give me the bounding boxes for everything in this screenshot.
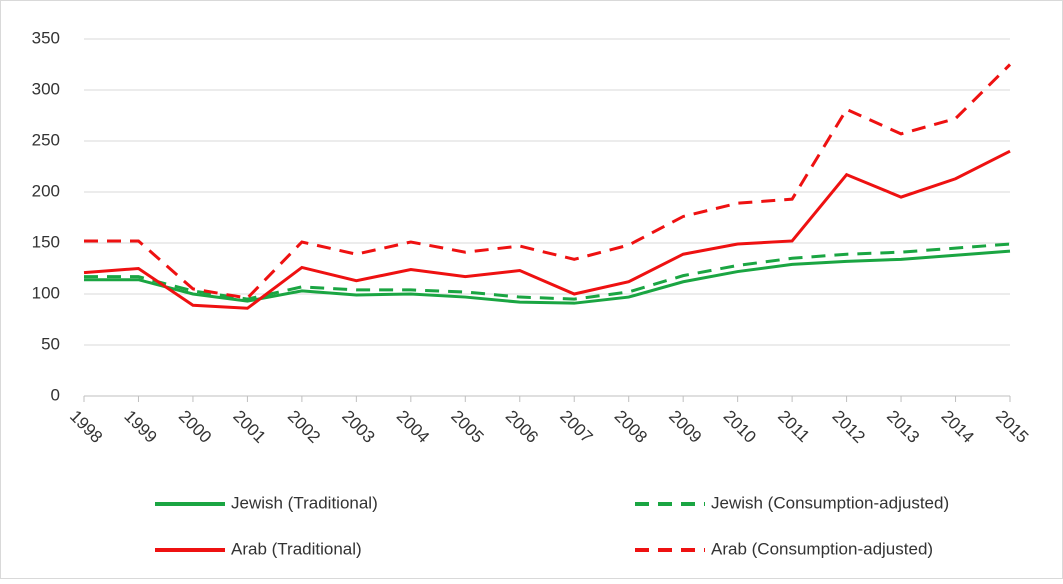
y-tick-label: 100 [32, 283, 60, 302]
series-line [84, 242, 1011, 301]
y-tick-label: 300 [32, 79, 60, 98]
y-tick-label: 0 [51, 385, 60, 404]
series-line [83, 149, 1011, 310]
y-tick-label: 350 [32, 28, 60, 47]
legend-label: Arab (Consumption-adjusted) [711, 539, 933, 558]
legend-label: Jewish (Consumption-adjusted) [711, 493, 949, 512]
y-tick-label: 50 [41, 334, 60, 353]
y-tick-label: 150 [32, 232, 60, 251]
y-tick-label: 250 [32, 130, 60, 149]
series-line [84, 249, 1011, 305]
legend-label: Arab (Traditional) [231, 539, 362, 558]
series-line [84, 63, 1012, 300]
y-tick-label: 200 [32, 181, 60, 200]
legend-label: Jewish (Traditional) [231, 493, 378, 512]
